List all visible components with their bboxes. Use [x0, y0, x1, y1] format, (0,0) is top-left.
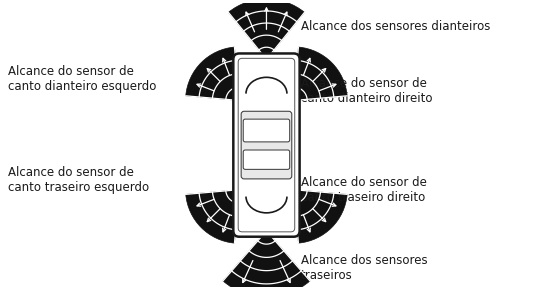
- Wedge shape: [186, 190, 239, 243]
- Text: Alcance do sensor de
canto traseiro esquerdo: Alcance do sensor de canto traseiro esqu…: [8, 166, 149, 194]
- FancyBboxPatch shape: [233, 53, 300, 237]
- Text: Alcance do sensor de
canto dianteiro direito: Alcance do sensor de canto dianteiro dir…: [301, 77, 432, 105]
- Text: Alcance dos sensores dianteiros: Alcance dos sensores dianteiros: [301, 20, 490, 33]
- Text: Alcance do sensor de
canto traseiro direito: Alcance do sensor de canto traseiro dire…: [301, 176, 427, 204]
- Wedge shape: [294, 47, 347, 100]
- Wedge shape: [228, 0, 305, 59]
- Text: Alcance do sensor de
canto dianteiro esquerdo: Alcance do sensor de canto dianteiro esq…: [8, 65, 157, 93]
- FancyBboxPatch shape: [243, 119, 289, 142]
- Wedge shape: [186, 47, 239, 100]
- FancyBboxPatch shape: [238, 58, 295, 232]
- Text: Alcance dos sensores
traseiros: Alcance dos sensores traseiros: [301, 254, 427, 282]
- FancyBboxPatch shape: [243, 150, 289, 169]
- Wedge shape: [294, 190, 347, 243]
- Wedge shape: [223, 231, 310, 292]
- FancyBboxPatch shape: [241, 111, 292, 179]
